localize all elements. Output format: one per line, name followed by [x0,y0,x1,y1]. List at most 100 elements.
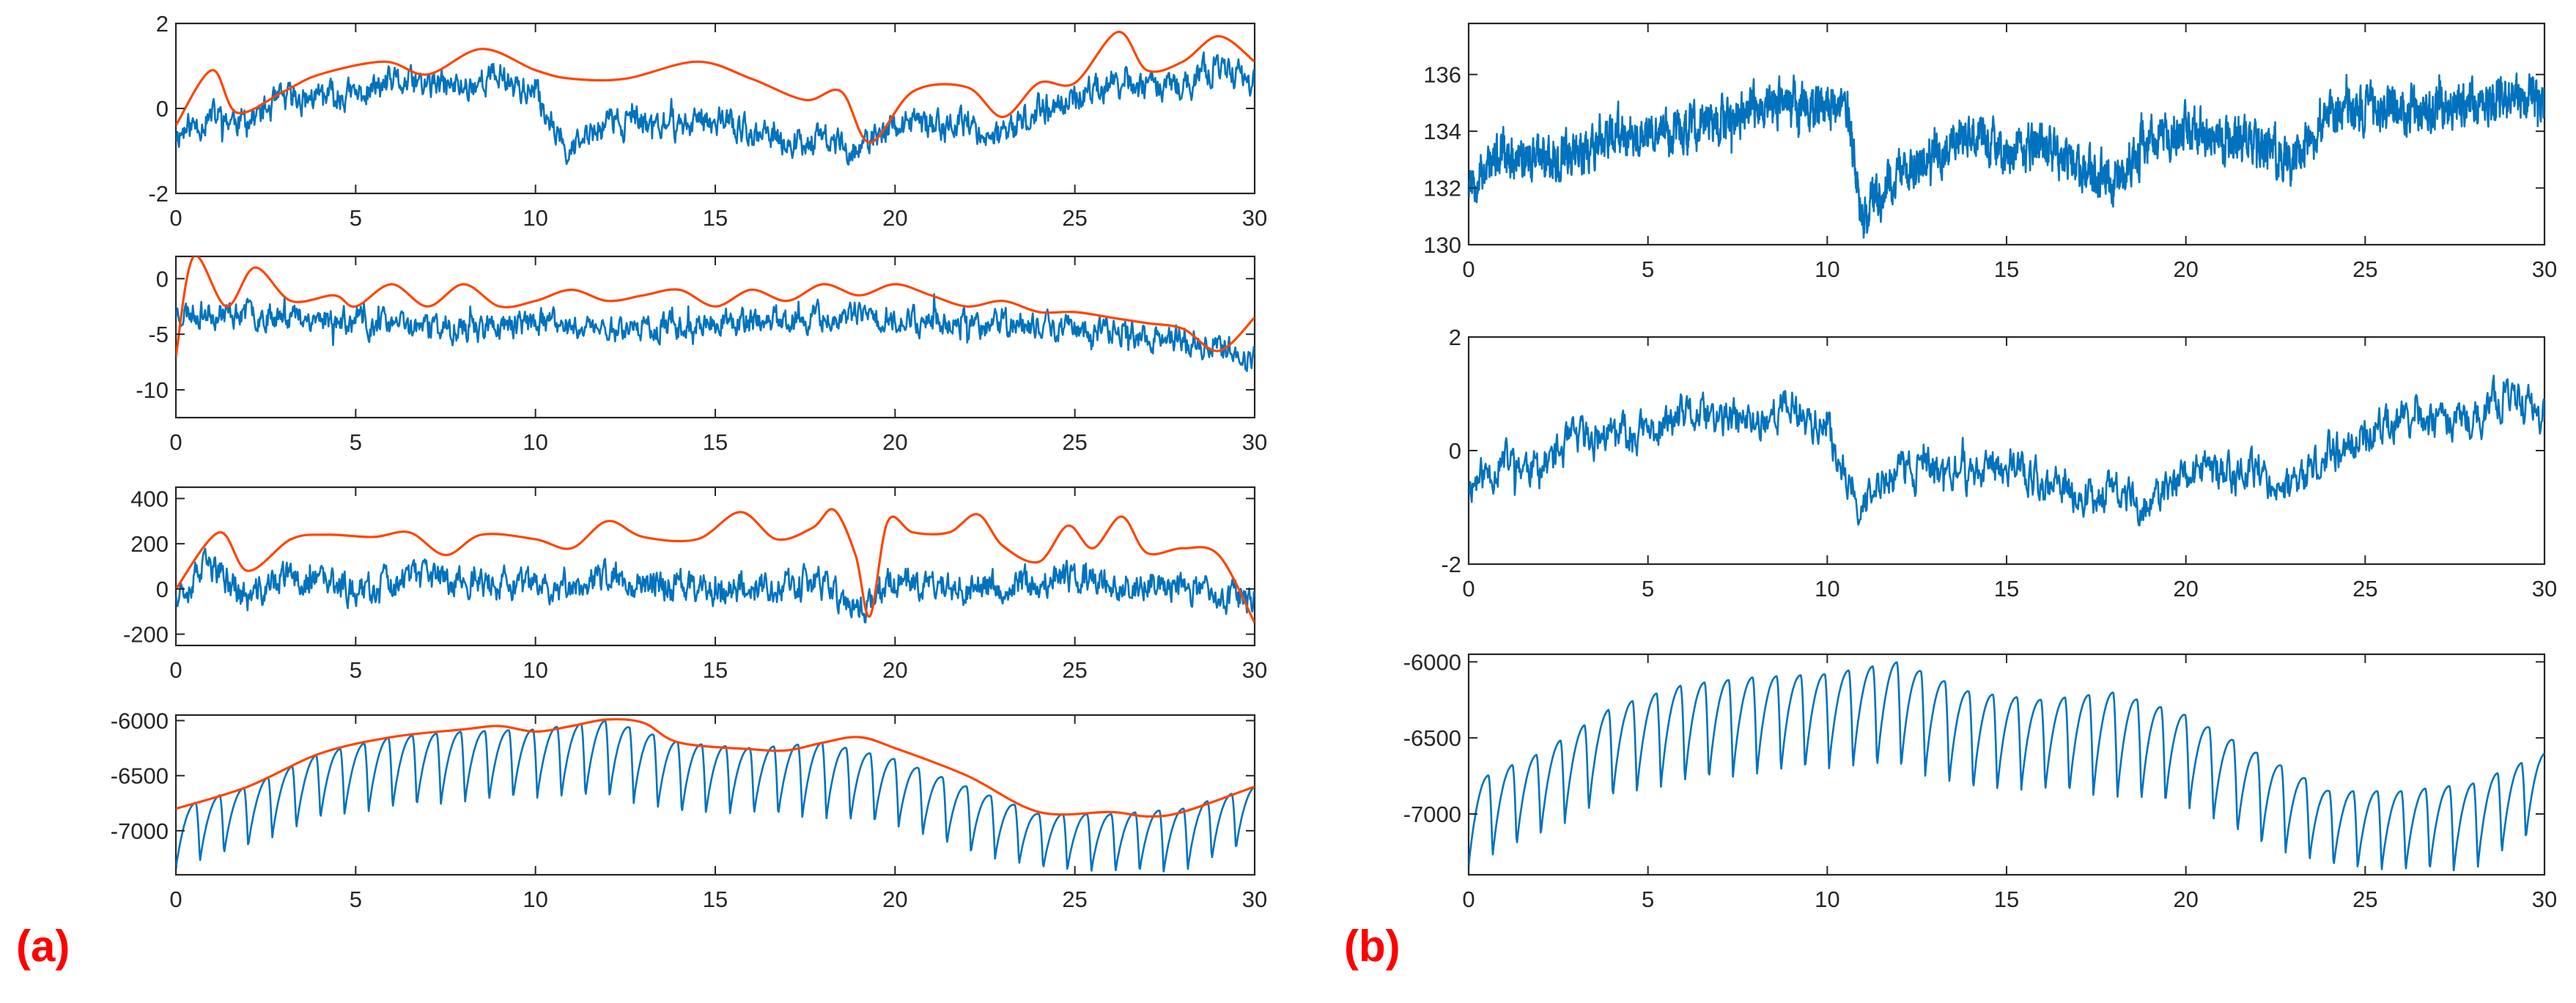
y-tick-label: -7000 [111,818,169,844]
y-tick-label: -2 [148,181,169,207]
x-tick-label: 10 [1815,887,1839,912]
x-tick-label: 30 [2532,887,2557,912]
x-tick-label: 30 [2532,576,2557,602]
x-tick-label: 10 [523,887,547,912]
series-line-signal [1469,374,2544,527]
plot-area [1469,72,2544,239]
series-line-signal [176,51,1255,166]
series-line-signal [176,719,1255,873]
y-tick-label: 400 [130,486,169,511]
series-line-envelope [176,718,1255,818]
y-tick-label: -2 [1441,552,1461,577]
y-tick-label: -6500 [111,763,169,789]
chart-a4: 0 5 10 15 20 25 30 -7000 -6500 -6000 [111,708,1268,912]
y-tick-label: 0 [156,577,169,602]
y-tick-label: -6500 [1403,725,1461,751]
y-tick-label: 0 [156,96,169,122]
y-tick-label: -200 [123,622,169,648]
x-tick-label: 0 [169,887,182,912]
axes-frame [1467,653,2546,876]
x-tick-label: 15 [703,205,728,231]
axes-frame [174,22,1256,195]
series-line-signal [176,547,1255,623]
y-tick-label: -7000 [1403,802,1461,827]
y-tick-label: 134 [1423,119,1461,144]
x-tick-label: 5 [350,657,362,683]
x-tick-label: 25 [1062,887,1087,912]
x-tick-label: 5 [1642,887,1654,912]
x-tick-label: 15 [703,429,728,455]
x-tick-label: 0 [1462,576,1475,602]
x-tick-label: 25 [1062,205,1087,231]
plot-area [176,256,1255,372]
x-tick-label: 30 [1242,429,1267,455]
y-tick-label: -10 [136,377,169,403]
y-tick-label: 200 [130,531,169,557]
panel-label-a: (a) [16,922,70,971]
x-tick-label: 30 [1242,887,1267,912]
x-tick-label: 20 [882,429,907,455]
plot-area [1469,374,2544,527]
chart-a1: 0 5 10 15 20 25 30-202 [148,11,1267,231]
x-tick-label: 25 [2352,576,2377,602]
x-tick-label: 20 [882,205,907,231]
plot-area [176,718,1255,873]
chart-b2: 0 5 10 15 20 25 30-202 [1441,325,2557,602]
x-tick-label: 10 [523,429,547,455]
x-tick-label: 10 [1815,256,1839,282]
plot-area [176,508,1255,623]
x-tick-label: 25 [2352,887,2377,912]
x-tick-label: 15 [703,887,728,912]
x-tick-label: 25 [1062,657,1087,683]
x-tick-label: 15 [1994,576,2019,602]
x-tick-label: 5 [350,205,362,231]
x-tick-label: 30 [1242,205,1267,231]
x-tick-label: 10 [523,205,547,231]
y-tick-label: 132 [1423,176,1461,201]
x-tick-label: 0 [1462,887,1475,912]
series-line-envelope [176,256,1255,357]
x-tick-label: 15 [703,657,728,683]
x-tick-label: 20 [2173,256,2198,282]
x-tick-label: 5 [350,429,362,455]
x-tick-label: 20 [882,657,907,683]
x-tick-label: 0 [1462,256,1475,282]
x-tick-label: 5 [350,887,362,912]
series-line-signal [1469,72,2544,239]
y-tick-label: -6000 [1403,649,1461,675]
x-tick-label: 0 [169,429,182,455]
x-tick-label: 5 [1642,576,1654,602]
y-tick-label: 2 [156,11,169,37]
y-tick-label: -5 [148,322,169,347]
axes-frame [174,486,1256,647]
x-tick-label: 10 [1815,576,1839,602]
x-tick-label: 0 [169,205,182,231]
x-tick-label: 20 [2173,887,2198,912]
x-tick-label: 10 [523,657,547,683]
chart-a2: 0 5 10 15 20 25 30 -10 -5 0 [136,255,1267,455]
x-tick-label: 25 [1062,429,1087,455]
y-tick-label: 0 [156,266,169,292]
series-line-signal [1469,661,2544,872]
y-tick-label: 130 [1423,232,1461,258]
x-tick-label: 20 [882,887,907,912]
y-tick-label: 0 [1449,438,1461,464]
series-line-envelope [176,508,1255,623]
x-tick-label: 20 [2173,576,2198,602]
x-tick-label: 15 [1994,887,2019,912]
series-line-envelope [176,31,1255,144]
x-tick-label: 25 [2352,256,2377,282]
y-tick-label: 136 [1423,62,1461,88]
x-tick-label: 30 [2532,256,2557,282]
x-tick-label: 30 [1242,657,1267,683]
y-tick-label: -6000 [111,708,169,734]
chart-b1: 0 5 10 15 20 25 30 130 132 134 136 [1423,22,2557,282]
x-tick-label: 5 [1642,256,1654,282]
x-tick-label: 0 [169,657,182,683]
plot-area [176,31,1255,166]
x-tick-label: 15 [1994,256,2019,282]
panel-label-b: (b) [1344,922,1400,971]
axes-frame [174,714,1256,876]
